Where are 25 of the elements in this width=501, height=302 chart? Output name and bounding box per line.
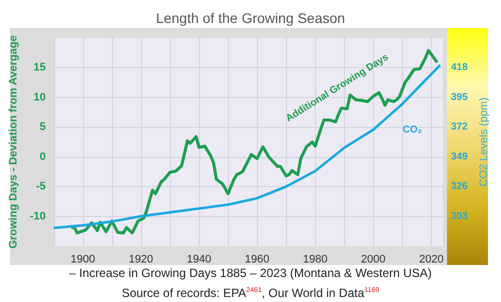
y2-tick-label: 372	[451, 122, 468, 133]
x-tick-label: 1900	[70, 254, 96, 266]
y-tick-label: 0	[40, 150, 46, 163]
y-tick-label: -5	[36, 180, 46, 193]
y2-tick-label: 395	[451, 92, 468, 103]
x-tick-label: 1920	[128, 254, 154, 266]
series-label: CO₂	[402, 124, 422, 136]
x-tick-label: 1980	[302, 254, 328, 266]
y2-axis-title: CO2 Levels (ppm)	[478, 97, 490, 187]
x-tick-label: 2000	[361, 254, 386, 266]
y2-tick-label: 418	[451, 62, 468, 74]
x-tick-label: 1940	[186, 254, 212, 266]
chart-title: Length of the Growing Season	[156, 10, 346, 26]
source-note: Source of records: EPA$^{2461}$, Our World in Data$^{1169}$	[120, 285, 380, 302]
text: – Increase in Growing Days 1885 – 2023 (Montana & Western USA)	[68, 265, 433, 282]
x-tick-label: 1960	[244, 254, 270, 266]
y-tick-label: 10	[34, 91, 46, 104]
y2-tick-label: 303	[451, 210, 468, 222]
x-tick-label: 2020	[419, 254, 444, 266]
y-tick-label: -10	[30, 210, 46, 222]
y-axis-title: Growing Days - Deviation from Avergage	[8, 35, 20, 249]
y-tick-label: 15	[34, 62, 46, 74]
y2-tick-label: 349	[451, 151, 468, 162]
y2-tick-label: 326	[451, 181, 468, 192]
y-tick-label: 5	[40, 121, 46, 134]
